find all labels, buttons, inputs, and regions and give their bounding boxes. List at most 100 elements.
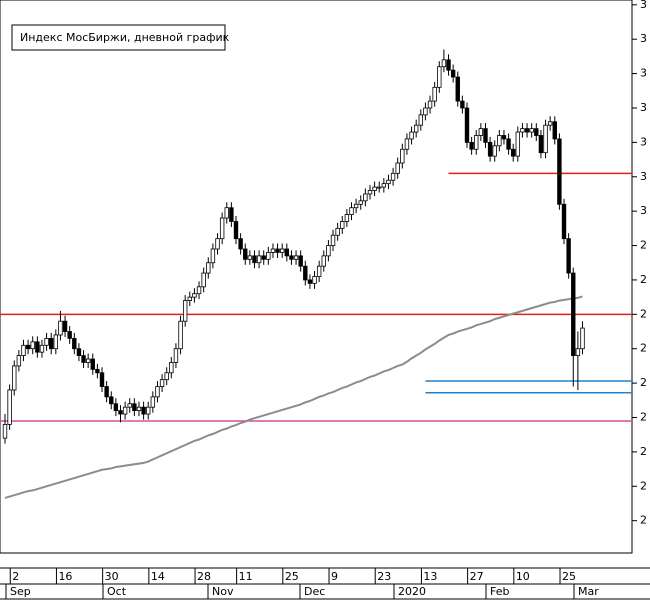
candle-body [261,255,266,260]
candle-body [155,386,160,398]
candle-body [270,248,276,253]
candle-body [340,221,345,229]
candle-body [187,296,192,301]
candle-body [474,135,479,150]
candle-body [321,255,326,267]
candle-body [487,141,493,157]
y-tick-label: 2 950 [640,239,650,252]
y-tick-label: 2 650 [640,445,650,458]
candle-body [173,348,179,363]
candle-body [575,348,581,356]
candle-body [478,128,484,136]
candle-body [113,403,119,412]
candle-body [90,358,95,370]
candle-body [136,406,142,412]
candle-body [446,59,451,71]
x-tick-label: 30 [105,570,119,583]
candle-body [35,341,40,353]
x-tick-label: 10 [516,570,530,583]
candle-body [543,124,548,154]
candle-body [497,135,502,147]
candle-body [118,410,123,415]
candle-body [413,124,419,133]
candle-body [326,245,331,257]
candle-body [127,403,132,408]
candle-body [104,386,109,398]
month-label: Oct [107,585,127,598]
candle-body [349,207,354,215]
candle-body [229,207,234,222]
candle-body [99,372,105,387]
x-tick-label: 25 [562,570,576,583]
month-label: Feb [490,585,509,598]
x-tick-label: 9 [331,570,338,583]
y-tick-label: 3 250 [640,32,650,45]
candle-body [423,107,428,116]
candle-body [483,128,488,143]
candle-body [293,255,299,260]
candle-body [289,255,294,260]
candle-body [279,248,285,253]
candle-body [312,276,317,284]
y-tick-label: 3 200 [640,67,650,80]
candle-body [367,190,373,195]
candle-body [16,355,22,367]
candle-body [39,344,45,353]
candle-body [552,121,557,140]
candle-body [358,200,363,205]
candle-body [141,406,146,415]
candle-body [256,255,262,264]
candle-body [538,135,544,154]
x-tick-label: 11 [239,570,253,583]
legend-box [11,24,226,51]
candle-body [12,365,17,391]
candle-body [247,255,253,260]
y-tick-label: 3 300 [640,0,650,11]
x-tick-label: 25 [285,570,299,583]
candle-body [53,334,59,350]
candle-body [330,234,336,246]
candle-body [571,272,576,356]
candle-body [427,100,433,109]
candle-body [284,248,290,257]
candle-body [492,145,497,157]
candle-body [557,138,562,205]
candle-body [529,128,534,133]
candle-body [238,238,243,250]
candle-body [386,179,391,185]
candle-body [67,331,72,339]
candle-body [95,368,100,374]
candle-body [524,128,530,133]
candle-body [460,100,465,109]
candle-body [381,183,387,188]
candle-body [400,148,405,164]
y-tick-label: 2 550 [640,514,650,527]
x-tick-label: 16 [58,570,72,583]
candle-body [178,320,183,350]
candle-body [196,286,202,295]
candle-body [335,227,340,236]
x-tick-label: 13 [423,570,437,583]
candle-body [62,320,68,332]
candle-body [303,265,308,281]
candle-body [122,406,128,415]
candle-body [437,66,442,88]
candle-body [201,272,206,288]
candle-body [501,135,507,140]
y-tick-label: 2 700 [640,411,650,424]
candle-body [219,217,225,240]
candle-body [150,396,156,408]
candle-body [21,344,26,356]
candle-body [7,389,12,425]
candle-body [58,320,63,336]
candle-body [49,338,54,350]
y-tick-label: 3 000 [640,204,650,217]
candle-body [132,403,137,412]
candle-body [547,121,553,126]
candle-body [566,238,571,274]
candle-body [275,248,280,253]
candle-body [233,221,239,240]
x-tick-label: 27 [470,570,484,583]
candle-body [506,138,511,150]
